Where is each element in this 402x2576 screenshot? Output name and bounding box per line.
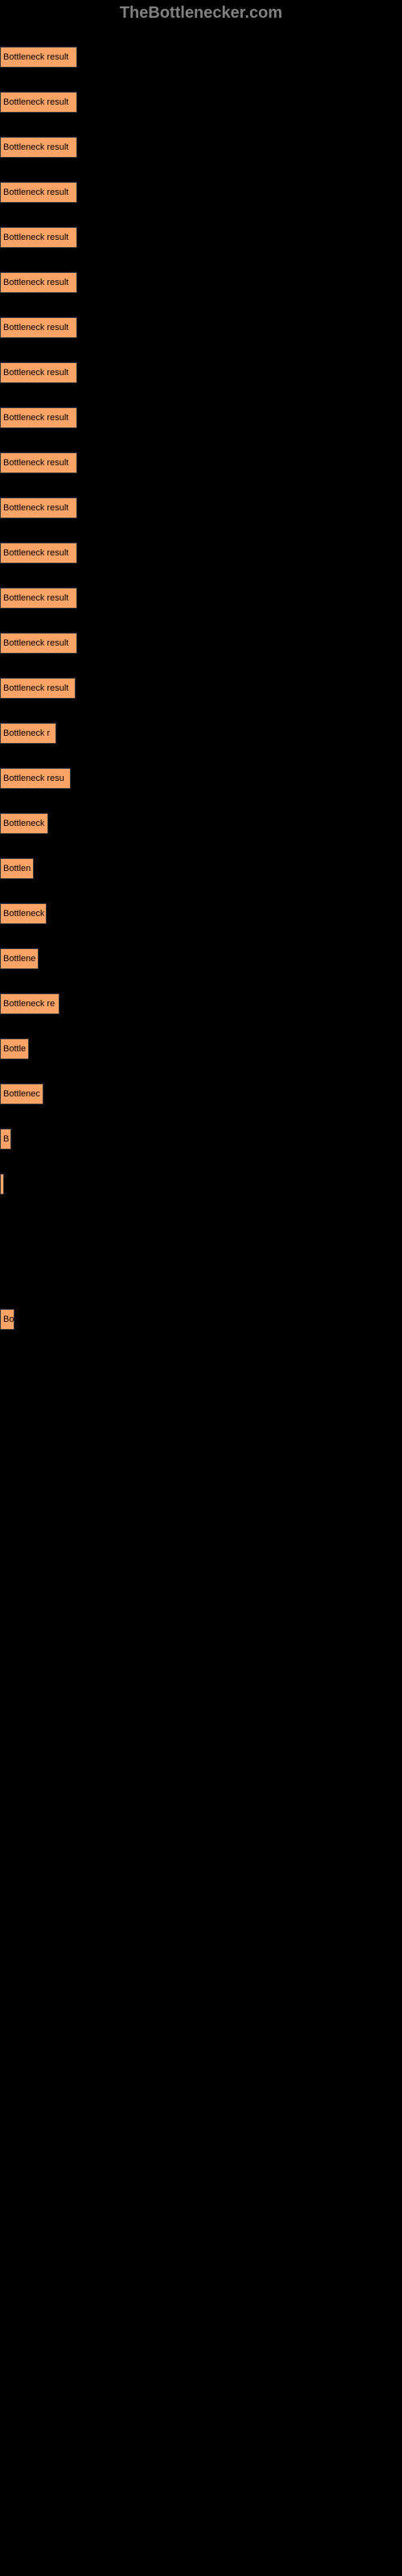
bar-row: Bottleneck	[0, 891, 402, 935]
bar-row: Bottleneck r	[0, 711, 402, 755]
bar-row: Bottleneck result	[0, 666, 402, 710]
chart-bar: Bottleneck result	[0, 47, 77, 68]
bar-row: B	[0, 1117, 402, 1161]
bar-chart: Bottleneck result Bottleneck result Bottle…	[0, 35, 402, 1386]
chart-bar: Bottlen	[0, 858, 34, 879]
site-header: TheBottlenecker.com	[0, 4, 402, 23]
bar-row: Bottleneck result	[0, 215, 402, 259]
chart-bar: Bottleneck result	[0, 407, 77, 428]
chart-bar: Bottleneck result	[0, 633, 77, 654]
bar-row	[0, 1342, 402, 1386]
chart-bar: Bottleneck result	[0, 588, 77, 609]
bar-row: Bottleneck	[0, 801, 402, 845]
chart-bar: Bottleneck result	[0, 452, 77, 473]
chart-bar: Bottleneck r	[0, 723, 56, 744]
chart-bar: Bottleneck result	[0, 227, 77, 248]
bar-row: Bottleneck result	[0, 170, 402, 214]
chart-bar: Bo	[0, 1309, 14, 1330]
chart-bar: Bottleneck result	[0, 678, 76, 699]
chart-bar: Bottleneck	[0, 813, 48, 834]
bar-row: Bottleneck result	[0, 576, 402, 620]
chart-bar: Bottleneck result	[0, 182, 77, 203]
bar-row: Bottleneck result	[0, 440, 402, 485]
bar-row: Bottlen	[0, 846, 402, 890]
chart-bar: Bottleneck result	[0, 317, 77, 338]
bar-row: Bottleneck result	[0, 530, 402, 575]
bar-row: Bottleneck re	[0, 981, 402, 1026]
bar-row: Bottleneck result	[0, 621, 402, 665]
bar-row: Bottlenec	[0, 1071, 402, 1116]
chart-bar: Bottleneck result	[0, 543, 77, 564]
chart-bar: Bottlene	[0, 948, 39, 969]
bar-row: Bottleneck resu	[0, 756, 402, 800]
bar-row: Bottleneck result	[0, 350, 402, 394]
bar-row: Bottlene	[0, 936, 402, 980]
bar-row	[0, 1252, 402, 1296]
chart-bar: Bottleneck	[0, 903, 47, 924]
chart-bar: Bottleneck result	[0, 92, 77, 113]
bar-row: Bottleneck result	[0, 305, 402, 349]
chart-bar: Bottleneck result	[0, 272, 77, 293]
chart-bar: Bottleneck result	[0, 497, 77, 518]
bar-row: Bottleneck result	[0, 485, 402, 530]
bar-row: Bottleneck result	[0, 35, 402, 79]
chart-bar: Bottleneck result	[0, 137, 77, 158]
bar-row	[0, 1207, 402, 1251]
bar-row: Bottleneck result	[0, 125, 402, 169]
chart-bar: B	[0, 1129, 11, 1150]
chart-bar: Bottleneck re	[0, 993, 59, 1014]
chart-bar: Bottle	[0, 1038, 29, 1059]
bar-row: Bo	[0, 1297, 402, 1341]
bar-row: Bottleneck result	[0, 260, 402, 304]
bar-row: Bottleneck result	[0, 80, 402, 124]
bar-row: Bottleneck result	[0, 395, 402, 440]
bar-row	[0, 1162, 402, 1206]
chart-bar: Bottlenec	[0, 1084, 43, 1104]
chart-bar: Bottleneck resu	[0, 768, 71, 789]
chart-bar	[0, 1174, 4, 1195]
chart-bar: Bottleneck result	[0, 362, 77, 383]
bar-row: Bottle	[0, 1026, 402, 1071]
